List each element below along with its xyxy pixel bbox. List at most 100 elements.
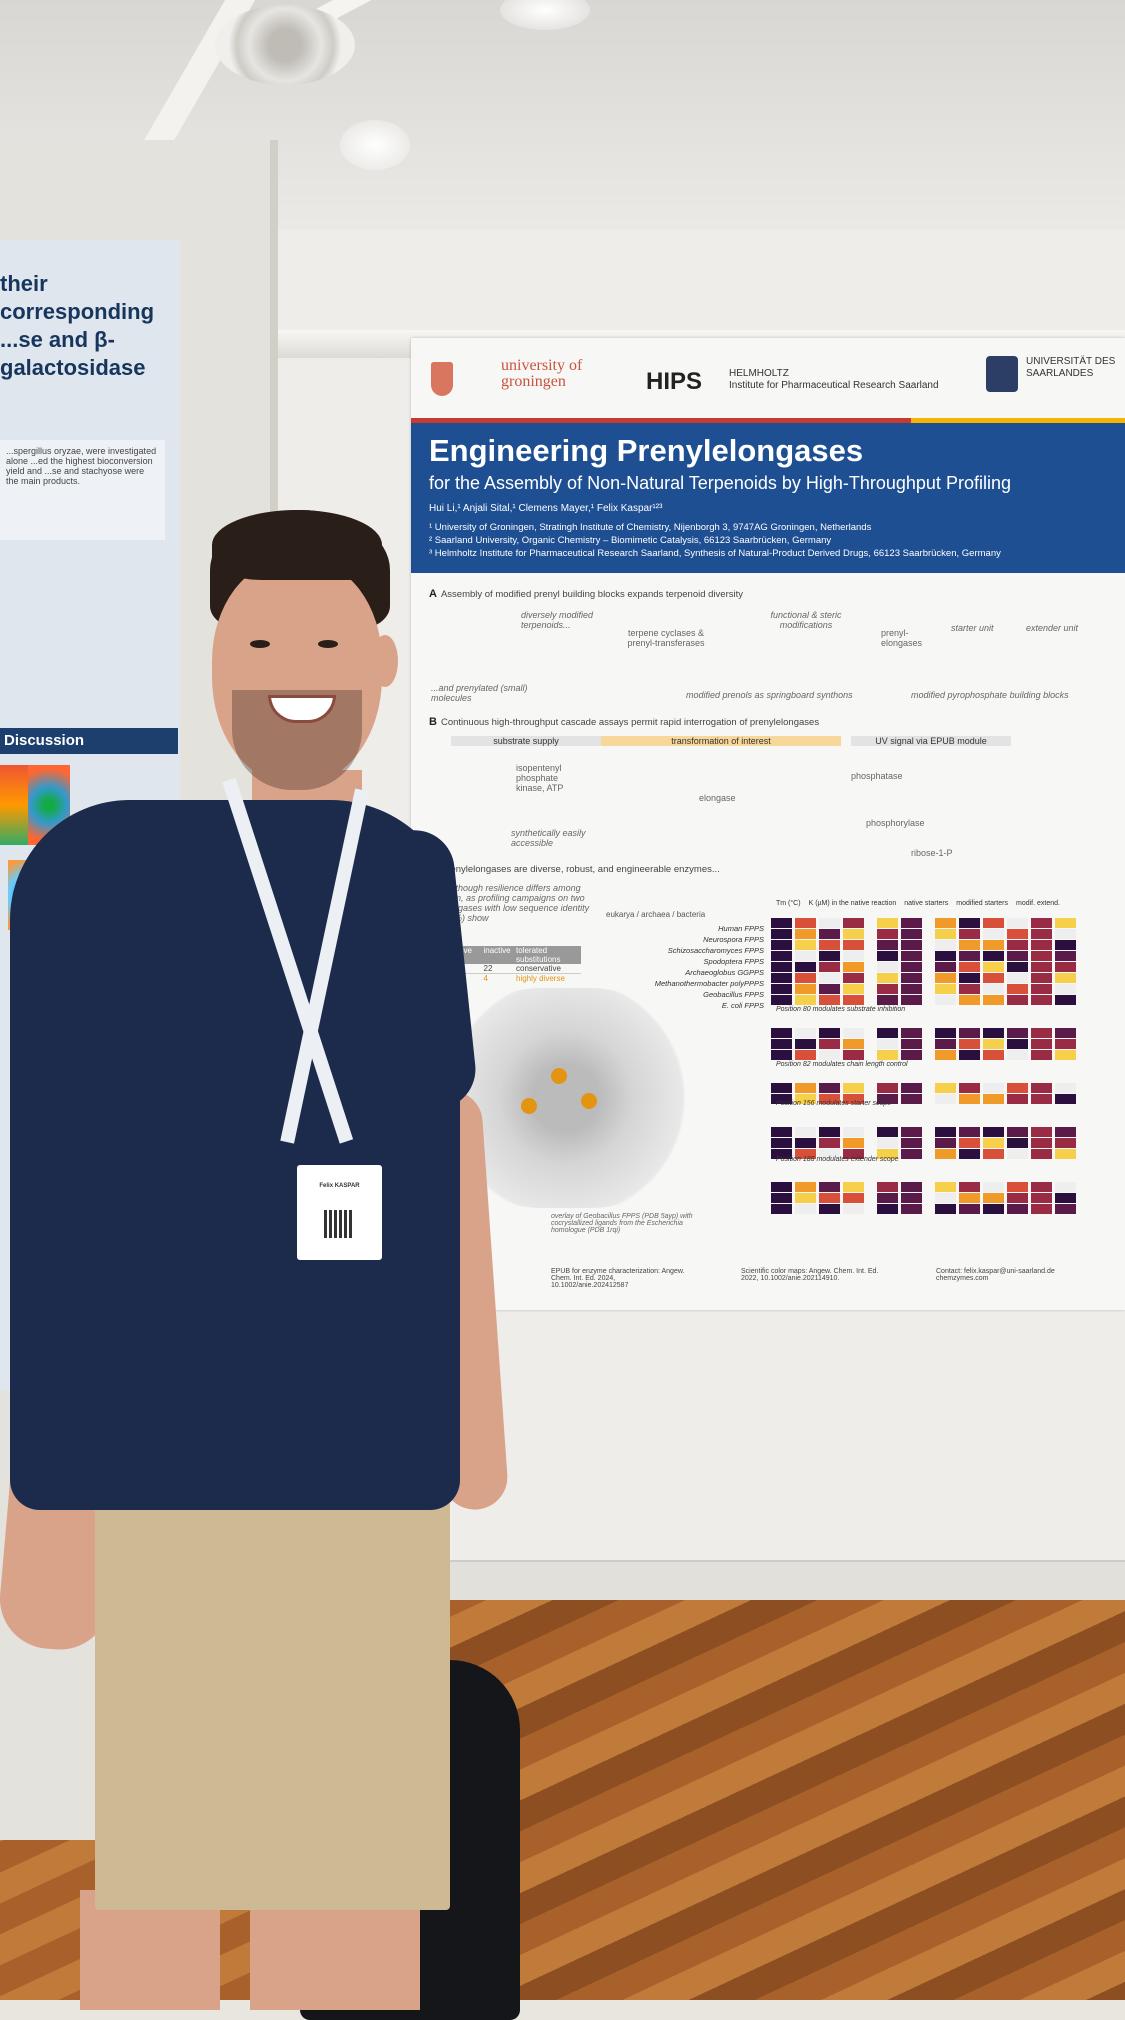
heatmap-cell (1007, 973, 1028, 983)
heatmap-cell (935, 1094, 956, 1104)
heatmap-cell (901, 1094, 922, 1104)
substitution-table: activeinactivetolerated substitutions 92… (451, 946, 581, 983)
heatmap-cell (819, 1127, 840, 1137)
heatmap-cell (771, 995, 792, 1005)
heatmap-cell (1055, 1083, 1076, 1093)
heatmap-cell (819, 940, 840, 950)
heatmap-cell (959, 951, 980, 961)
heatmap-cell (877, 984, 898, 994)
ligand-atom (581, 1093, 597, 1109)
heatmap-cell (959, 1083, 980, 1093)
heatmap-cell (1007, 1028, 1028, 1038)
heatmap-cell (901, 1050, 922, 1060)
heatmap-cell (877, 962, 898, 972)
heatmap-cell (935, 1149, 956, 1159)
heatmap-cell (935, 984, 956, 994)
heatmap-cell (1007, 984, 1028, 994)
heatmap-cell (771, 1039, 792, 1049)
heatmap-cell (959, 962, 980, 972)
heatmap-cell (877, 1204, 898, 1214)
affiliation: ³ Helmholtz Institute for Pharmaceutical… (429, 548, 1001, 559)
heatmap-cell (983, 918, 1004, 928)
chem-label: ribose-1-P (911, 848, 953, 858)
heatmap-cell (901, 973, 922, 983)
heatmap-cell (935, 1204, 956, 1214)
hips-logo: HIPS (646, 368, 703, 395)
heatmap-cell (1007, 1039, 1028, 1049)
section-title: Assembly of modified prenyl building blo… (440, 589, 744, 600)
heatmap-cell (959, 918, 980, 928)
hips-sub2: Institute for Pharmaceutical Research Sa… (729, 380, 939, 391)
heatmap-cell (819, 995, 840, 1005)
heatmap-cell (771, 962, 792, 972)
heatmap-cell (771, 1138, 792, 1148)
heatmap-cell (819, 1094, 840, 1104)
heatmap-cell (1031, 1083, 1052, 1093)
heatmap-cell (1031, 1127, 1052, 1137)
heatmap-cell (843, 1204, 864, 1214)
heatmap-cell (795, 929, 816, 939)
heatmap-cell (983, 1050, 1004, 1060)
heat-header: modif. extend. (1015, 900, 1060, 907)
heatmap-cell (877, 995, 898, 1005)
heatmap-cell (795, 995, 816, 1005)
heatmap-cell (819, 984, 840, 994)
heatmap-cell (843, 929, 864, 939)
heatmap-cell (843, 984, 864, 994)
heatmap-cell (983, 1204, 1004, 1214)
heatmap-cell (901, 1149, 922, 1159)
heatmap-cell (1031, 940, 1052, 950)
structure-caption: overlay of Geobacillus FPPS (PDB 5ayp) w… (551, 1213, 693, 1234)
eye (250, 640, 270, 648)
left-poster-text: ...spergillus oryzae, were investigated … (0, 440, 165, 540)
eye (318, 640, 338, 648)
heatmap-cell (1031, 1094, 1052, 1104)
heatmap-cell (983, 1127, 1004, 1137)
heatmap-cell (1031, 1138, 1052, 1148)
heatmap-cell (1007, 1083, 1028, 1093)
heatmap-cell (819, 1083, 840, 1093)
heatmap-cell (795, 962, 816, 972)
heatmap-cell (901, 995, 922, 1005)
heatmap-cell (1007, 962, 1028, 972)
heatmap-cell (935, 973, 956, 983)
heatmap-cell (1055, 1094, 1076, 1104)
heatmap-cell (1031, 973, 1052, 983)
heatmap-cell (1031, 1149, 1052, 1159)
heatmap-cell (1055, 918, 1076, 928)
heatmap-cell (1031, 951, 1052, 961)
poster-subtitle: for the Assembly of Non-Natural Terpenoi… (429, 473, 1011, 493)
heatmap-cell (771, 1193, 792, 1203)
heatmap-cell (935, 929, 956, 939)
heatmap-cell (843, 1138, 864, 1148)
ligand-atom (521, 1098, 537, 1114)
footer-ref: EPUB for enzyme characterization: Angew.… (551, 1268, 685, 1289)
heatmap-cell (795, 1193, 816, 1203)
heatmap-cell (959, 995, 980, 1005)
heatmap-cell (771, 1204, 792, 1214)
heatmap-cell (983, 951, 1004, 961)
name-badge: Felix KASPAR (297, 1165, 382, 1260)
heatmap-cell (877, 929, 898, 939)
heatmap-cell (935, 1039, 956, 1049)
heatmap-cell (959, 929, 980, 939)
heatmap-cell (901, 1204, 922, 1214)
heatmap-cell (901, 1182, 922, 1192)
section-letter: B (429, 716, 437, 728)
heatmap-cell (935, 918, 956, 928)
heatmap-headers: Tm (°C) K (µM) in the native reaction na… (776, 900, 1106, 907)
heatmap-cell (771, 1094, 792, 1104)
heatmap-cell (1031, 1204, 1052, 1214)
chem-label: elongase (699, 793, 736, 803)
heatmap-cell (843, 951, 864, 961)
heatmap-cell (795, 973, 816, 983)
heatmap-cell (935, 1028, 956, 1038)
section-letter: A (429, 588, 437, 600)
heatmap-cell (1055, 1127, 1076, 1137)
enzyme-list: Human FPPS Neurospora FPPS Schizosaccharom… (606, 923, 764, 1011)
heatmap-cell (983, 984, 1004, 994)
heatmap-cell (771, 984, 792, 994)
enzyme-label: Schizosaccharomyces FPPS (667, 946, 764, 955)
heatmap-cell (935, 995, 956, 1005)
heat-header: modified starters (956, 900, 1008, 907)
